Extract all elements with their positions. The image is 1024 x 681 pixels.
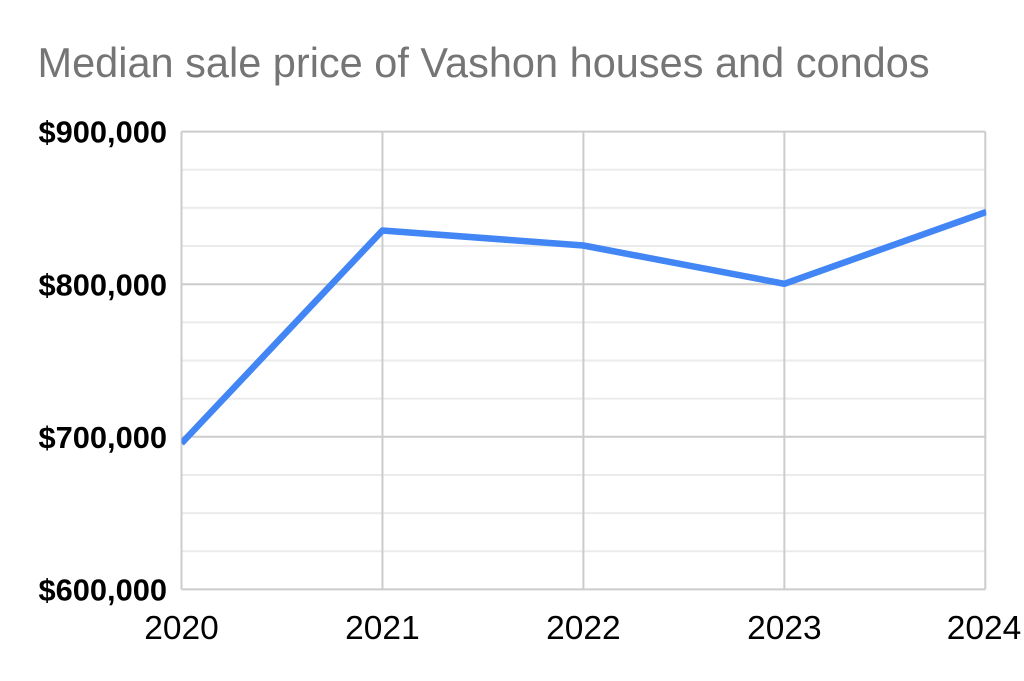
svg-text:$600,000: $600,000: [39, 573, 167, 608]
svg-text:Median sale price of Vashon ho: Median sale price of Vashon houses and c…: [38, 39, 930, 86]
svg-text:2020: 2020: [144, 610, 219, 647]
svg-text:$700,000: $700,000: [39, 420, 167, 455]
svg-text:$900,000: $900,000: [39, 115, 167, 150]
svg-text:2024: 2024: [947, 610, 1022, 647]
svg-text:2023: 2023: [747, 610, 822, 647]
svg-text:$800,000: $800,000: [39, 267, 167, 302]
svg-text:2021: 2021: [345, 610, 420, 647]
svg-text:2022: 2022: [546, 610, 621, 647]
